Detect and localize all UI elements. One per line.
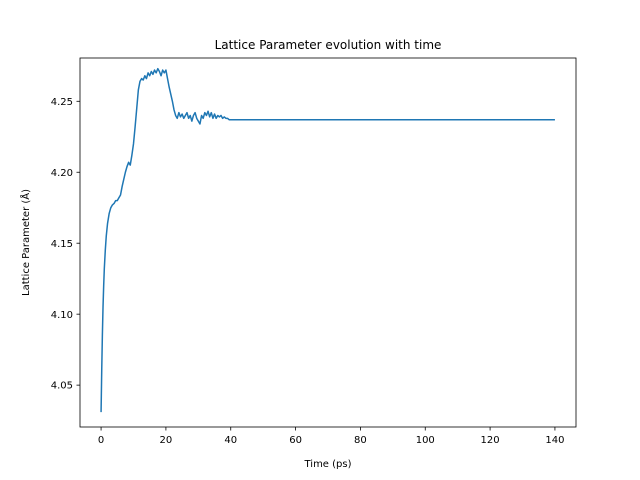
y-tick-label: 4.10 xyxy=(51,310,73,321)
x-tick-label: 140 xyxy=(545,435,564,446)
chart-title: Lattice Parameter evolution with time xyxy=(215,38,442,52)
y-tick-label: 4.20 xyxy=(51,168,73,179)
y-axis-ticks: 4.05 4.10 4.15 4.20 4.25 xyxy=(51,97,80,392)
x-tick-label: 80 xyxy=(354,435,367,446)
y-tick-label: 4.25 xyxy=(51,97,73,108)
y-axis-label: Lattice Parameter (Å) xyxy=(19,189,32,296)
x-tick-label: 60 xyxy=(289,435,302,446)
x-axis-label: Time (ps) xyxy=(303,459,351,470)
x-axis-ticks: 0 20 40 60 80 100 120 140 xyxy=(98,427,564,446)
x-tick-label: 120 xyxy=(481,435,500,446)
y-tick-label: 4.05 xyxy=(51,381,73,392)
x-tick-label: 100 xyxy=(416,435,435,446)
y-tick-label: 4.15 xyxy=(51,239,73,250)
plot-frame xyxy=(79,57,577,428)
plot-area xyxy=(80,58,576,427)
x-tick-label: 0 xyxy=(98,435,104,446)
series-line-0 xyxy=(100,67,555,413)
x-tick-label: 20 xyxy=(160,435,173,446)
series-layer xyxy=(100,67,555,413)
x-tick-label: 40 xyxy=(224,435,237,446)
